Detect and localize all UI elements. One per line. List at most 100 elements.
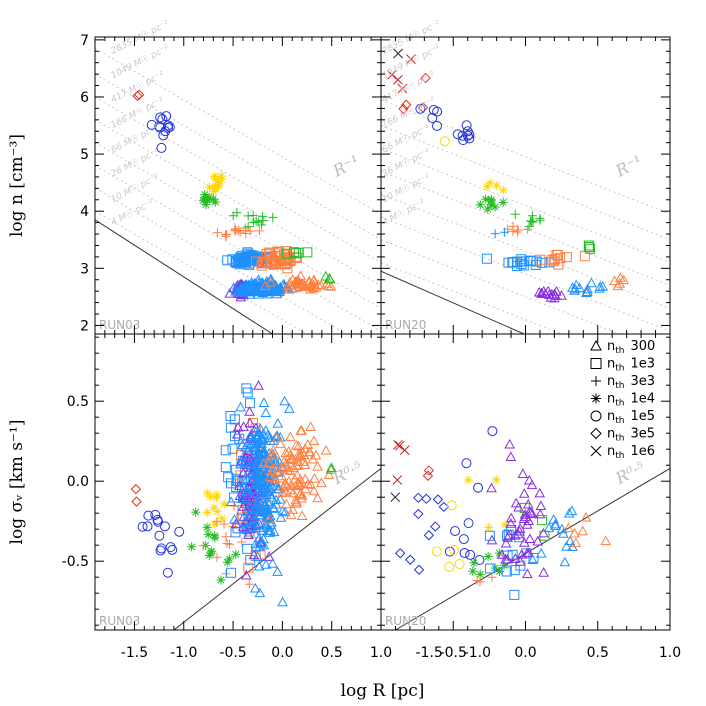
y-axis-label-bottom: log σᵥ [km s⁻¹] [7,420,27,545]
triangle-marker [263,514,275,524]
plus-marker [251,216,261,226]
square-marker [232,523,243,534]
square-marker [264,247,275,258]
asterisk-marker [494,548,504,558]
triangle-marker [261,485,273,495]
plus-marker [245,226,255,236]
circle-marker [143,510,154,521]
triangle-marker [231,428,243,439]
legend-entry: nth 1e3 [607,357,655,374]
circle-marker [155,112,166,123]
triangle-marker [296,425,307,435]
plus-marker [219,519,229,529]
triangle-marker [287,487,299,498]
circle-marker [444,561,455,572]
circle-marker [464,133,475,144]
square-marker [272,247,283,258]
y-tick-label: 4 [80,204,89,220]
triangle-marker [523,474,535,485]
triangle-marker [263,525,275,536]
plus-marker [228,211,238,221]
cross-marker [392,475,403,485]
square-marker [229,414,240,425]
triangle-marker [289,473,301,484]
triangle-marker [296,510,308,520]
triangle-marker [597,281,609,291]
plus-marker [490,229,500,239]
circle-marker [432,120,443,131]
diamond-marker [132,90,143,102]
circle-marker [452,129,463,140]
triangle-marker [299,473,311,484]
iso-density-lines [95,47,381,334]
triangle-marker [264,432,276,442]
legend-entry: nth 1e6 [607,444,655,461]
triangle-marker [244,406,255,416]
asterisk-marker [499,560,509,570]
triangle-marker [256,536,268,547]
triangle-marker [246,438,257,449]
triangle-marker [581,287,592,297]
triangle-marker [504,438,516,449]
triangle-marker [308,435,320,446]
triangle-marker [244,417,256,428]
asterisk-marker [209,186,219,196]
square-marker [226,478,237,489]
triangle-marker [250,441,262,452]
iso-density-line [381,262,563,334]
asterisk-marker [469,558,479,568]
asterisk-marker [482,182,492,192]
triangle-marker [294,488,306,499]
triangle-marker [253,560,265,571]
triangle-marker [549,518,561,529]
diamond-marker [130,483,142,495]
circle-marker [431,546,442,557]
triangle-marker [291,460,302,470]
iso-density-line [381,147,670,264]
square-marker [271,250,282,261]
circle-marker [461,120,472,131]
square-marker [271,259,282,270]
triangle-marker [256,525,268,535]
scatter-bot_RUN20 [390,426,612,600]
cross-marker [390,492,401,503]
diamond-marker [423,465,435,476]
triangle-marker [618,274,629,285]
plus-marker [258,215,268,225]
triangle-marker [258,397,270,408]
asterisk-marker [201,200,211,210]
triangle-marker [241,283,253,294]
triangle-marker [253,380,264,390]
triangle-marker [569,527,580,538]
legend-entry: nth 1e5 [607,409,655,426]
asterisk-marker [483,204,493,214]
square-marker [537,515,548,526]
asterisk-marker [206,548,216,558]
triangle-marker [312,492,323,503]
triangle-marker [266,491,277,502]
triangle-marker [228,514,240,524]
asterisk-marker [209,503,219,513]
triangle-marker [505,512,517,523]
triangle-marker [305,421,316,431]
triangle-marker [505,451,517,462]
triangle-marker [496,549,508,559]
circle-marker [167,544,178,555]
triangle-marker [254,479,265,490]
x-tick-label: -0.5 [440,645,467,661]
square-marker [261,248,272,259]
triangle-marker [277,596,288,607]
square-marker [233,254,244,265]
plus-marker [244,579,254,589]
diamond-marker [413,492,424,504]
iso-density-line [381,239,621,334]
asterisk-marker [211,181,221,191]
asterisk-marker [217,174,227,184]
asterisk-marker [208,194,218,204]
triangle-marker [320,444,332,455]
triangle-marker [590,339,602,351]
triangle-marker [284,465,296,475]
triangle-marker [257,435,268,445]
square-marker [278,256,289,267]
